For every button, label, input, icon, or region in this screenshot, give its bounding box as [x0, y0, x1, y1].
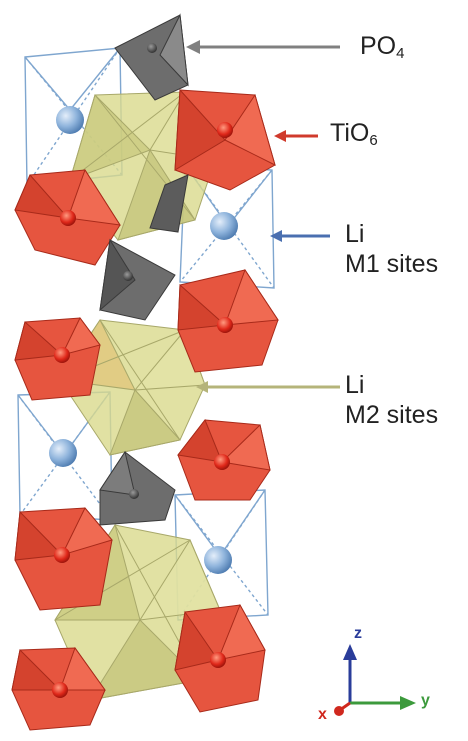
li-m2-label-line2: M2 sites	[345, 401, 439, 429]
ti-atom	[214, 454, 230, 470]
li-m1-arrow	[270, 230, 330, 242]
tio6-octahedra	[11, 88, 279, 731]
axis-triad	[334, 644, 416, 716]
li-m1-label: Li M1 sites	[345, 219, 438, 279]
tio6-label-sub: 6	[369, 132, 378, 149]
x-arrowhead	[334, 706, 344, 716]
ti-atom	[217, 317, 233, 333]
tio6-octahedron	[174, 603, 266, 713]
po4-tetrahedron	[114, 13, 189, 101]
li-m1-label-line2: M1 sites	[345, 250, 439, 278]
po4-label-main: PO	[360, 32, 397, 60]
po4-label: PO4	[360, 31, 404, 69]
po4-tetrahedron	[99, 238, 176, 321]
tio6-octahedron	[177, 419, 271, 501]
tio6-label: TiO6	[330, 118, 378, 156]
tio6-octahedron	[11, 646, 106, 731]
y-axis-label: y	[421, 692, 430, 709]
tio6-octahedron	[177, 268, 279, 373]
tio6-octahedron	[14, 317, 101, 401]
z-axis-label: z	[354, 625, 362, 642]
po4-arrow	[186, 40, 340, 54]
po4-label-sub: 4	[396, 45, 405, 62]
y-arrowhead	[400, 696, 416, 710]
ti-atom	[217, 122, 233, 138]
li-m2-label-line1: Li	[345, 371, 365, 399]
li-m2-arrow	[196, 381, 340, 393]
po4-tetrahedron	[99, 450, 176, 526]
x-axis-label: x	[318, 706, 327, 723]
tio6-arrow	[274, 130, 318, 142]
li-atom	[56, 106, 84, 134]
tio6-octahedron	[14, 168, 121, 266]
li-atom	[204, 546, 232, 574]
z-arrowhead	[343, 644, 357, 660]
tio6-octahedron	[174, 88, 276, 191]
p-atom	[129, 489, 139, 499]
p-atom	[123, 271, 133, 281]
li-m2-label: Li M2 sites	[345, 370, 438, 430]
li-atom	[210, 212, 238, 240]
tio6-label-main: TiO	[330, 119, 370, 147]
ti-atom	[60, 210, 76, 226]
li-m1-label-line1: Li	[345, 220, 365, 248]
li-atoms	[49, 106, 238, 574]
ti-atom	[54, 347, 70, 363]
po4-tetrahedron	[149, 174, 189, 233]
tio6-octahedron	[14, 507, 113, 611]
ti-atom	[52, 682, 68, 698]
po4-tetrahedra	[99, 13, 189, 526]
li-atom	[49, 439, 77, 467]
p-atom	[147, 43, 157, 53]
ti-atom	[54, 547, 70, 563]
ti-atom	[210, 652, 226, 668]
